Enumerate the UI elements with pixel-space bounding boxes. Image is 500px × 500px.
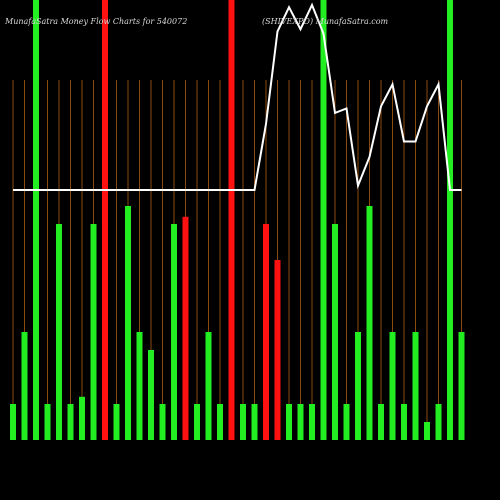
bar-26 [297, 404, 304, 440]
bar-11 [125, 206, 131, 440]
money-flow-line [13, 2, 462, 191]
bar-8 [90, 224, 97, 440]
bar-19 [217, 404, 223, 440]
bar-1 [10, 404, 16, 440]
bar-2 [21, 332, 28, 440]
bar-37 [424, 422, 430, 440]
bar-6 [67, 404, 74, 440]
bar-13 [148, 350, 154, 440]
bar-5 [56, 224, 62, 440]
bar-12 [136, 332, 143, 440]
bar-34 [389, 332, 396, 440]
bar-32 [366, 206, 373, 440]
bar-layer [10, 0, 465, 440]
bar-18 [205, 332, 212, 440]
bar-14 [159, 404, 166, 440]
bar-23 [263, 224, 269, 440]
bar-28 [320, 0, 327, 440]
chart-title-left: MunafaSatra Money Flow Charts for 540072 [4, 17, 187, 26]
bar-9 [102, 0, 108, 440]
bar-20 [228, 0, 235, 440]
bar-35 [401, 404, 407, 440]
bar-30 [343, 404, 350, 440]
bar-33 [378, 404, 384, 440]
bar-36 [412, 332, 419, 440]
bar-27 [309, 404, 315, 440]
bar-25 [286, 404, 292, 440]
bar-38 [435, 404, 442, 440]
bar-31 [355, 332, 361, 440]
bar-10 [113, 404, 120, 440]
bar-15 [171, 224, 177, 440]
bar-29 [332, 224, 338, 440]
bar-4 [44, 404, 51, 440]
bar-21 [240, 404, 246, 440]
bar-7 [79, 396, 85, 440]
bar-39 [447, 0, 453, 440]
bar-17 [194, 404, 200, 440]
bar-22 [251, 404, 258, 440]
bar-16 [182, 216, 189, 440]
chart-title-right: (SHIVEXPO) MunafaSatra.com [262, 17, 389, 26]
bar-3 [33, 0, 39, 440]
bar-24 [274, 260, 281, 440]
bar-40 [458, 332, 465, 440]
